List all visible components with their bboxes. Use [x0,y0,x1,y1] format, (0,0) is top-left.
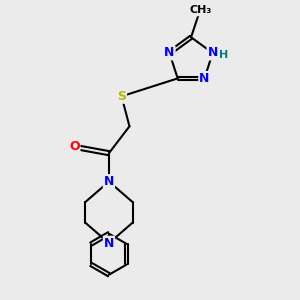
Text: N: N [208,46,218,59]
Text: H: H [219,50,228,60]
Text: CH₃: CH₃ [189,5,212,15]
Text: N: N [199,72,210,85]
Text: O: O [69,140,80,153]
Text: N: N [164,46,175,59]
Text: N: N [104,237,114,250]
Text: S: S [117,90,126,103]
Text: N: N [104,175,114,188]
